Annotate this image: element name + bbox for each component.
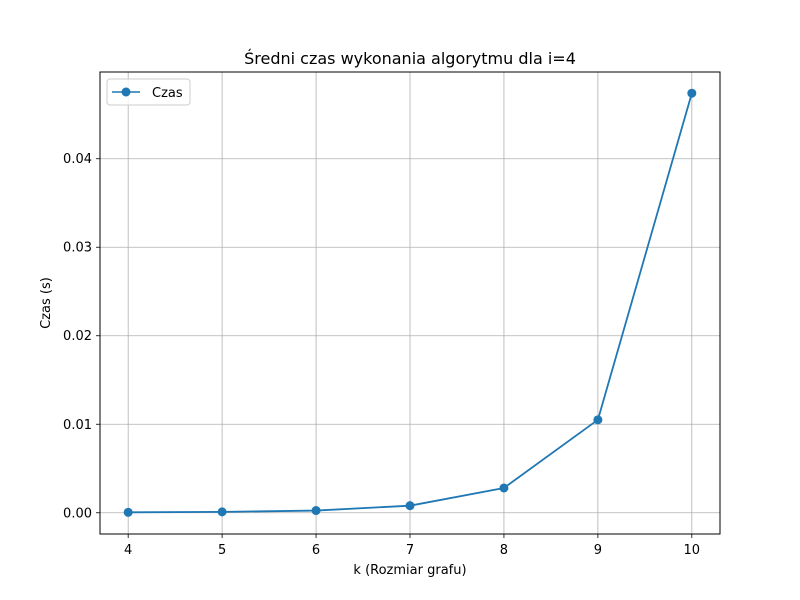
y-tick-label: 0.03: [63, 241, 92, 256]
x-tick-label: 10: [684, 543, 701, 558]
x-tick-label: 8: [500, 543, 508, 558]
y-tick-label: 0.04: [63, 152, 92, 167]
legend-marker-swatch: [121, 87, 131, 97]
y-tick-label: 0.01: [63, 418, 92, 433]
x-tick-label: 4: [124, 543, 132, 558]
data-point: [499, 483, 509, 493]
grid-lines: [100, 72, 720, 534]
data-point: [687, 88, 697, 98]
data-point: [405, 501, 415, 511]
x-tick-label: 7: [406, 543, 414, 558]
y-axis-label: Czas (s): [39, 277, 54, 329]
data-point: [593, 415, 603, 425]
legend-label: Czas: [152, 86, 183, 101]
x-tick-label: 9: [594, 543, 602, 558]
legend: Czas: [106, 78, 191, 106]
legend-box: [106, 78, 191, 106]
axis-ticks: 4 5 6 7 8 9 10 0.00 0.01 0.02 0.03 0.04: [63, 152, 700, 558]
chart-title: Średni czas wykonania algorytmu dla i=4: [244, 49, 576, 68]
data-point: [311, 506, 321, 516]
y-tick-label: 0.02: [63, 329, 92, 344]
y-tick-label: 0.00: [63, 506, 92, 521]
data-point: [217, 507, 227, 517]
series-layer: [123, 88, 697, 517]
data-point: [123, 507, 133, 517]
x-tick-label: 6: [312, 543, 320, 558]
x-tick-label: 5: [218, 543, 226, 558]
x-axis-label: k (Rozmiar grafu): [353, 563, 466, 578]
